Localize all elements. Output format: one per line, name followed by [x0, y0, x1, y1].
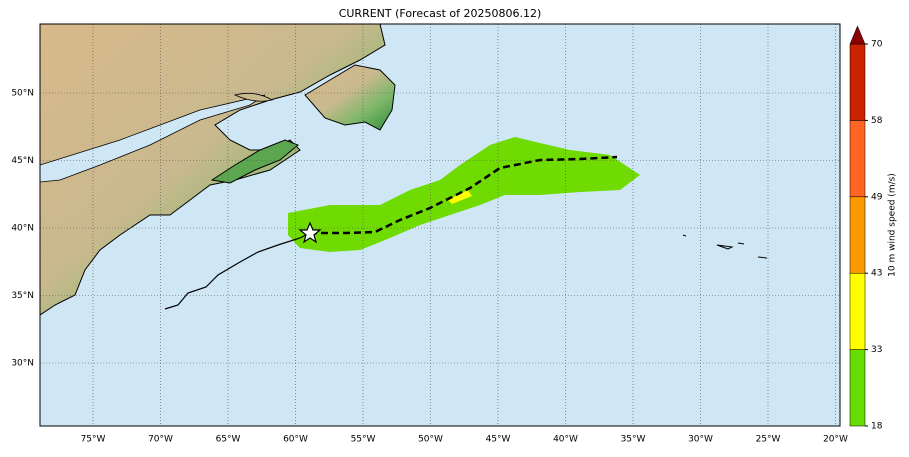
- lon-label: 55°W: [351, 435, 376, 445]
- colorbar-tick-label: 33: [871, 345, 882, 355]
- colorbar-tick-label: 58: [871, 116, 883, 126]
- graticule: [40, 24, 840, 426]
- lon-label: 60°W: [283, 435, 308, 445]
- lon-label: 20°W: [823, 435, 848, 445]
- lon-label: 50°W: [418, 435, 443, 445]
- wind-swath-high: [448, 190, 472, 204]
- colorbar-segment: [849, 196, 866, 274]
- lon-label: 75°W: [81, 435, 106, 445]
- forecast-track: [310, 155, 618, 235]
- map-title: CURRENT (Forecast of 20250806.12): [339, 7, 542, 20]
- st-lawrence: [40, 94, 266, 183]
- lon-label: 30°W: [688, 435, 713, 445]
- azores: [682, 234, 768, 259]
- colorbar-segment: [849, 43, 866, 121]
- lon-label: 65°W: [216, 435, 241, 445]
- colorbar-label: 10 m wind speed (m/s): [888, 173, 898, 277]
- newfoundland: [304, 64, 396, 131]
- map-area: [40, 24, 840, 426]
- colorbar-segment: [849, 349, 866, 427]
- north-america: [40, 24, 386, 316]
- past-track: [164, 232, 311, 310]
- lon-label: 40°W: [553, 435, 578, 445]
- lon-label: 35°W: [621, 435, 646, 445]
- nova-scotia: [210, 139, 299, 184]
- storm-position: [298, 221, 322, 244]
- map-frame: [39, 23, 841, 427]
- colorbar-tick-label: 49: [871, 192, 883, 202]
- colorbar-segment: [849, 120, 866, 198]
- colorbar-tick-label: 18: [871, 422, 883, 432]
- colorbar-tick-label: 70: [871, 40, 883, 50]
- lat-label: 45°N: [11, 156, 34, 166]
- colorbar-extend: [849, 25, 866, 45]
- lon-label: 45°W: [486, 435, 511, 445]
- lat-label: 40°N: [11, 224, 34, 234]
- colorbar: 18 33 43 49 58 70: [849, 25, 883, 432]
- colorbar-tick-label: 43: [871, 269, 882, 279]
- anticosti: [233, 92, 274, 102]
- lat-label: 50°N: [11, 89, 34, 99]
- lon-label: 70°W: [148, 435, 173, 445]
- lat-label: 30°N: [11, 359, 34, 369]
- lon-label: 25°W: [756, 435, 781, 445]
- lat-label: 35°N: [11, 291, 34, 301]
- colorbar-segment: [849, 272, 866, 350]
